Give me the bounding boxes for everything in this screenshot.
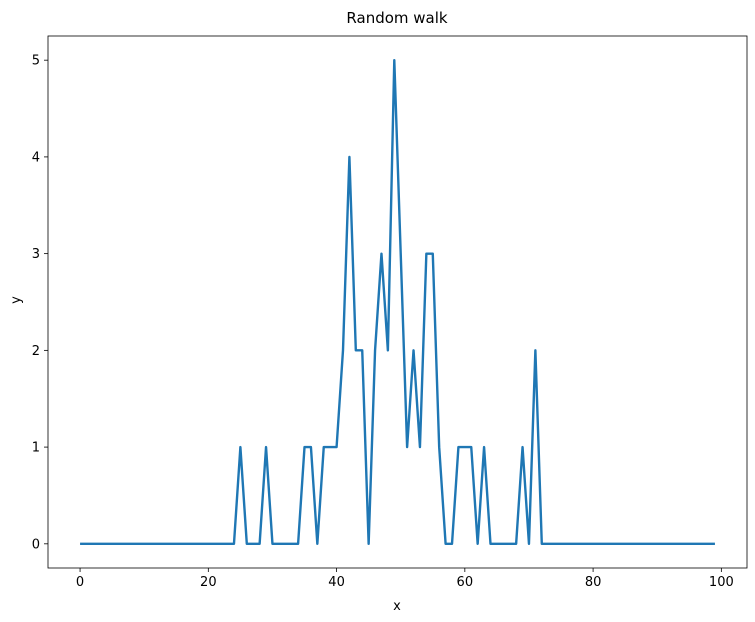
plot-area [47,35,748,569]
y-tick-label: 2 [32,344,40,359]
y-axis-label: y [9,296,24,304]
plot-frame [47,35,748,569]
chart-title: Random walk [346,9,447,27]
y-tick-label: 0 [32,537,40,552]
y-tick-label: 3 [32,247,40,262]
y-tick-label: 5 [32,54,40,69]
y-axis: 0 1 2 3 4 5 [32,54,48,552]
x-tick-label: 20 [200,575,217,590]
x-tick-label: 0 [76,575,84,590]
x-tick-label: 40 [328,575,345,590]
y-tick-label: 1 [32,441,40,456]
x-axis-label: x [393,599,401,614]
x-tick-label: 80 [585,575,602,590]
series-line-0 [80,58,715,546]
x-tick-label: 100 [709,575,734,590]
x-tick-label: 60 [457,575,474,590]
x-axis: 0 20 40 60 80 100 [76,568,734,590]
y-tick-label: 4 [32,150,40,165]
